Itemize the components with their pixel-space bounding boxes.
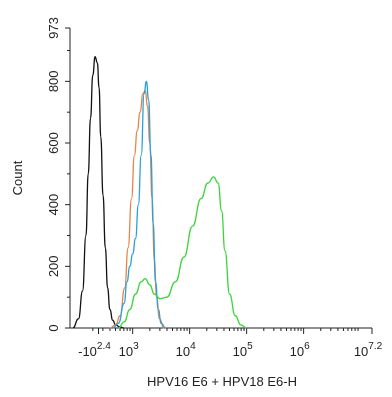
axes: [69, 28, 372, 329]
x-tick-label: -102.4: [78, 341, 111, 359]
x-tick-base: 10: [119, 344, 133, 359]
x-tick-label: 103: [119, 341, 139, 359]
y-tick-label: 973: [46, 17, 61, 39]
x-tick-label: 107.2: [354, 341, 383, 359]
y-tick-label: 600: [46, 132, 61, 154]
y-tick-label: 200: [46, 255, 61, 277]
x-tick-base: 10: [290, 344, 304, 359]
x-ticks: -102.4 103 104 105 106 107.2: [78, 328, 383, 359]
series-layer: [72, 56, 247, 329]
x-tick-base: -10: [78, 344, 97, 359]
x-tick-exponent: 3: [133, 341, 139, 352]
y-ticks: 0 200 400 600 800 973: [46, 17, 70, 332]
x-tick-exponent: 5: [247, 341, 253, 352]
y-tick-label: 0: [46, 324, 61, 331]
x-tick-base: 10: [233, 344, 247, 359]
x-tick-exponent: 6: [304, 341, 310, 352]
x-tick-exponent: 2.4: [97, 341, 111, 352]
y-tick-label: 400: [46, 194, 61, 216]
x-tick-label: 104: [176, 341, 196, 359]
x-tick-exponent: 7.2: [368, 341, 382, 352]
y-tick-label: 800: [46, 70, 61, 92]
series-line-4: [118, 176, 247, 329]
x-tick-label: 106: [290, 341, 310, 359]
x-axis-label: HPV16 E6 + HPV18 E6-H: [147, 374, 297, 389]
x-tick-base: 10: [176, 344, 190, 359]
series-line-1: [72, 56, 125, 329]
x-tick-base: 10: [354, 344, 368, 359]
series-line-3: [112, 80, 166, 329]
y-axis-label: Count: [10, 160, 25, 195]
x-tick-label: 105: [233, 341, 253, 359]
x-tick-exponent: 4: [190, 341, 196, 352]
